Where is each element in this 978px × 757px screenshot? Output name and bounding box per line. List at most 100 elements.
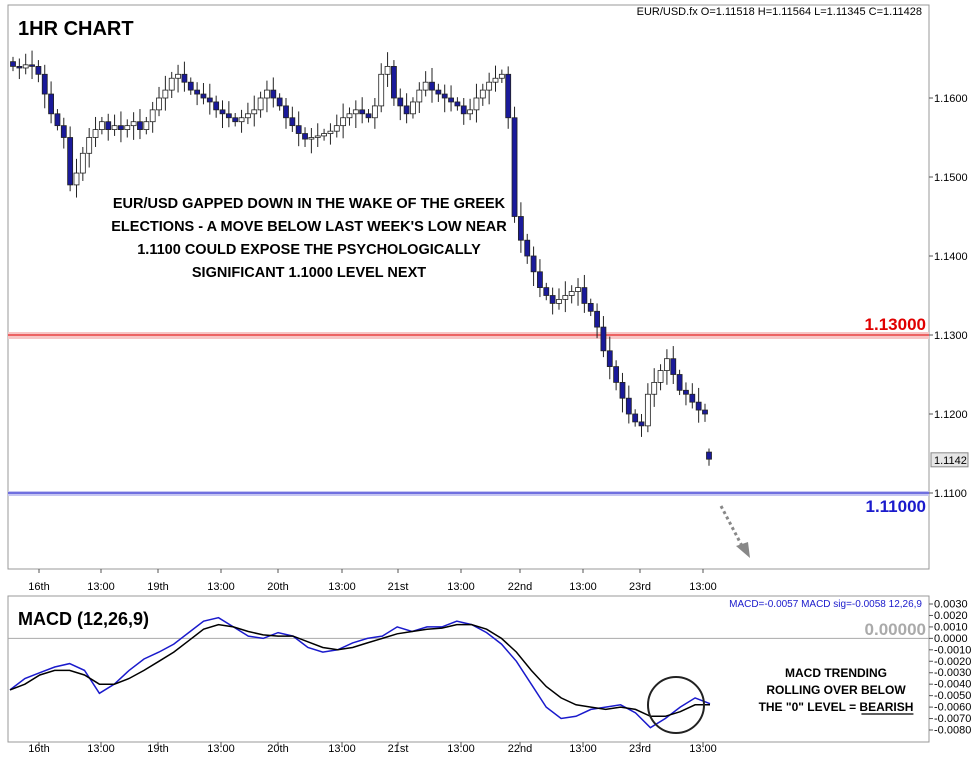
main-panel [7, 4, 930, 570]
candle-body [16, 66, 23, 69]
candle-body [238, 117, 245, 123]
candle-body [327, 130, 334, 134]
candle-body [543, 287, 550, 296]
candle-body [10, 61, 16, 67]
candle-body [632, 413, 639, 423]
y-tick-label: 1.1200 [934, 409, 968, 421]
x-tick-label: 20th [267, 581, 288, 593]
candle-body [105, 121, 112, 130]
x-tick-label: 13:00 [569, 743, 597, 755]
candle-body [175, 73, 181, 79]
candle-body [422, 81, 429, 91]
candle-body [581, 287, 588, 304]
candle-body [638, 421, 645, 427]
candle-body [137, 121, 143, 130]
macd-y-tick-label: -0.0040 [934, 679, 971, 691]
annotation-line-2: ELECTIONS - A MOVE BELOW LAST WEEK'S LOW… [111, 219, 507, 235]
candle-body [162, 89, 169, 99]
macd-y-axis: 0.00300.00200.00100.0000-0.0010-0.0020-0… [929, 599, 971, 737]
macd-y-tick-label: -0.0010 [934, 644, 971, 656]
candle-body [498, 73, 505, 79]
candle-body [302, 133, 308, 140]
macd-title: MACD (12,26,9) [18, 609, 149, 629]
candle-body [187, 81, 194, 91]
macd-y-tick-label: 0.0000 [934, 633, 968, 645]
candle-body [289, 117, 296, 127]
candle-body [48, 93, 54, 115]
macd-annotation-line-3: THE "0" LEVEL = BEARISH [759, 700, 914, 714]
macd-y-tick-label: 0.0020 [934, 610, 968, 622]
candle-body [625, 397, 632, 415]
candle-body [194, 89, 201, 95]
candle-body [149, 109, 156, 123]
candle-body [168, 77, 175, 91]
candle-body [568, 291, 575, 296]
candle-body [556, 299, 562, 304]
candle-body [594, 310, 600, 328]
main-annotation: EUR/USD GAPPED DOWN IN THE WAKE OF THE G… [111, 196, 507, 281]
candle-body [473, 97, 480, 111]
candle-body [308, 137, 315, 140]
candle-body [340, 117, 347, 127]
macd-annotation-line-2: ROLLING OVER BELOW [766, 683, 906, 697]
candle-body [448, 97, 454, 103]
candle-body [251, 109, 258, 115]
candle-body [111, 125, 118, 131]
candle-body [416, 89, 423, 103]
candle-body [644, 393, 651, 427]
x-tick-label: 13:00 [207, 743, 235, 755]
x-tick-label: 13:00 [689, 743, 717, 755]
candle-body [378, 73, 385, 107]
candle-body [600, 326, 607, 352]
candle-body [118, 125, 124, 131]
candle-body [670, 358, 677, 375]
main-x-axis: 16th 13:00 19th 13:00 20th 13:00 21st 13:00 22nd… [28, 569, 717, 593]
macd-line [9, 616, 711, 729]
candle-body [441, 93, 448, 99]
candle-body [397, 97, 404, 107]
macd-y-tick-label: -0.0060 [934, 702, 971, 714]
candle-body [41, 73, 48, 95]
y-tick-label: 1.1400 [934, 251, 968, 263]
macd-panel [7, 595, 930, 743]
candle-body [283, 105, 289, 119]
x-tick-label: 13:00 [328, 743, 356, 755]
candle-body [92, 129, 99, 138]
x-tick-label: 19th [147, 743, 168, 755]
candle-body [257, 97, 264, 111]
candle-body [98, 121, 105, 130]
gap-candle [706, 448, 712, 466]
x-tick-label: 16th [28, 581, 49, 593]
x-tick-label: 13:00 [328, 581, 356, 593]
candle-body [562, 295, 569, 300]
candle-body [505, 73, 512, 119]
candle-body [73, 172, 80, 186]
x-tick-label: 20th [267, 743, 288, 755]
candle-body [206, 97, 213, 103]
candle-body [365, 113, 372, 119]
candle-body [606, 350, 613, 367]
candle-body [403, 105, 410, 115]
last-price-label: 1.1142 [934, 455, 967, 467]
candle-body [575, 287, 581, 292]
annotation-line-1: EUR/USD GAPPED DOWN IN THE WAKE OF THE G… [113, 196, 506, 212]
candle-body [143, 121, 150, 130]
x-tick-label: 16th [28, 743, 49, 755]
candle-body [181, 73, 188, 83]
candle-body [517, 216, 524, 241]
candle-body [54, 113, 61, 127]
macd-y-tick-label: 0.0010 [934, 621, 968, 633]
candle-body [651, 381, 658, 395]
macd-y-tick-label: 0.0030 [934, 599, 968, 611]
macd-highlight-circle [647, 676, 705, 734]
candle-body [60, 125, 67, 138]
x-tick-label: 21st [388, 743, 409, 755]
candle-body [664, 358, 670, 371]
candle-series [10, 50, 708, 437]
candle-body [244, 113, 251, 119]
x-tick-label: 13:00 [87, 581, 115, 593]
main-y-axis: 1.1600 1.1500 1.1400 1.1300 1.1200 1.1100 [929, 93, 968, 500]
resistance-label: 1.13000 [865, 315, 926, 334]
macd-y-tick-label: -0.0080 [934, 725, 971, 737]
